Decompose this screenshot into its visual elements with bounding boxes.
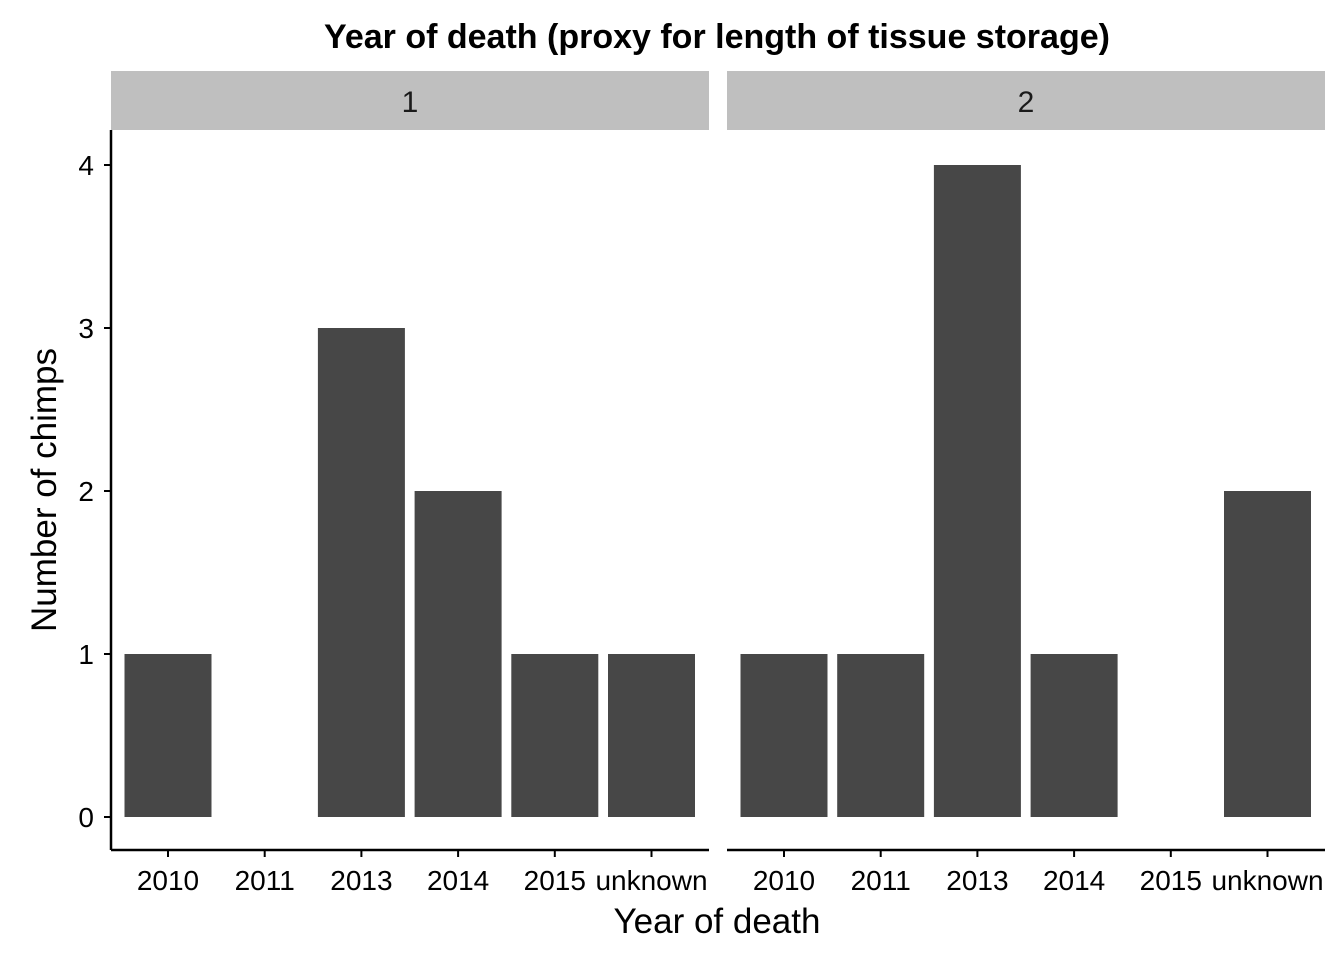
x-tick-label: 2013 xyxy=(330,865,392,896)
bar xyxy=(837,654,925,817)
facet-strip-label: 1 xyxy=(402,86,419,119)
x-tick-label: 2013 xyxy=(946,865,1008,896)
facet-strip-label: 2 xyxy=(1018,86,1035,119)
y-axis-title: Number of chimps xyxy=(25,348,64,632)
bar xyxy=(1030,654,1118,817)
x-axis-title: Year of death xyxy=(614,902,821,941)
y-tick-label: 1 xyxy=(78,639,94,670)
chart-title: Year of death (proxy for length of tissu… xyxy=(324,18,1110,56)
bar xyxy=(317,328,405,817)
bar xyxy=(414,491,502,817)
bar xyxy=(608,654,695,817)
x-tick-label: unknown xyxy=(1211,865,1323,896)
x-tick-label: 2014 xyxy=(427,865,489,896)
x-tick-label: 2015 xyxy=(524,865,586,896)
x-tick-label: 2015 xyxy=(1140,865,1202,896)
y-tick-label: 4 xyxy=(78,150,94,181)
bar xyxy=(740,654,828,817)
x-tick-label: 2011 xyxy=(235,865,295,896)
facet-strip xyxy=(111,71,709,130)
x-tick-label: 2010 xyxy=(753,865,815,896)
y-tick-label: 2 xyxy=(78,476,94,507)
bar xyxy=(1224,491,1311,817)
facet-strip xyxy=(727,71,1325,130)
x-tick-label: 2010 xyxy=(137,865,199,896)
y-tick-label: 3 xyxy=(78,313,94,344)
bar xyxy=(124,654,212,817)
bar xyxy=(511,654,599,817)
bar xyxy=(933,165,1021,817)
x-tick-label: 2014 xyxy=(1043,865,1105,896)
x-tick-label: unknown xyxy=(595,865,707,896)
y-tick-label: 0 xyxy=(78,802,94,833)
plot-area: 0 1 2 3 4 1 2010 2011 2013 2014 2015 unknown 2 2010 20… xyxy=(78,71,1325,896)
x-tick-label: 2011 xyxy=(851,865,911,896)
